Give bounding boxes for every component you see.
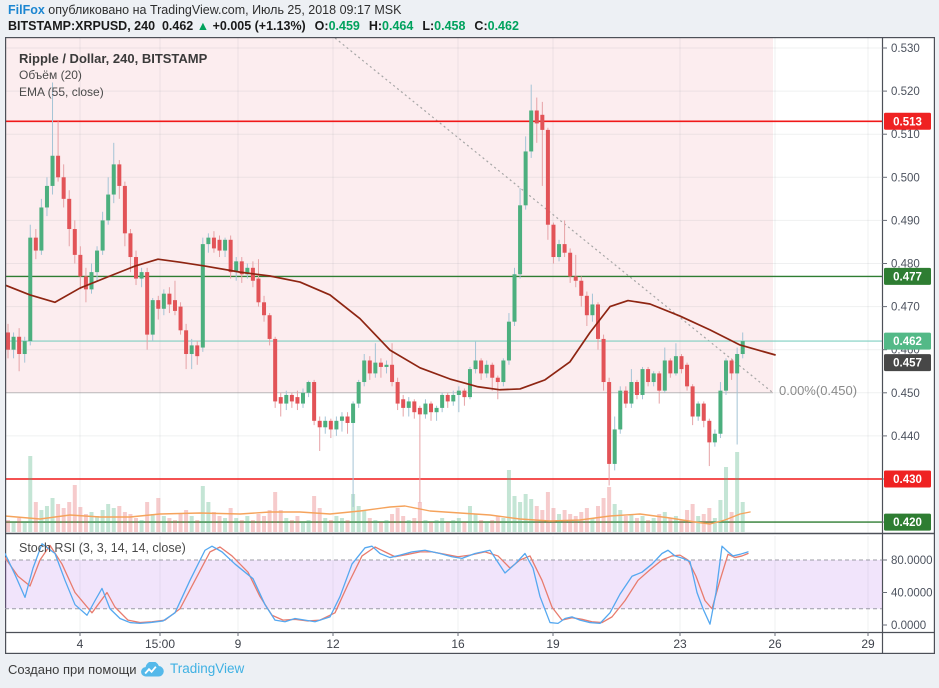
publish-caption: FilFox опубликовано на TradingView.com, … (8, 3, 401, 17)
svg-text:0.430: 0.430 (893, 474, 922, 486)
price-tick: 0.530 (891, 43, 920, 55)
stoch-tick: 40.0000 (891, 588, 933, 600)
symbol-status-line: BITSTAMP:XRPUSD, 240 0.462 ▲ +0.005 (+1.… (8, 19, 526, 33)
price-badge (884, 267, 931, 285)
last-price: 0.462 (161, 19, 194, 33)
price-change: +0.005 (+1.13%) (212, 19, 306, 33)
time-tick: 4 (77, 637, 84, 651)
high-label: H: (368, 19, 383, 33)
time-axis[interactable]: 4 15:00 9 12 16 19 23 26 29 (77, 632, 875, 651)
symbol-name[interactable]: BITSTAMP:XRPUSD, 240 (8, 19, 156, 33)
level-lines[interactable] (5, 120, 882, 523)
tradingview-brand-link[interactable]: TradingView (170, 661, 245, 676)
time-tick: 23 (673, 637, 687, 651)
close-value: 0.462 (487, 19, 519, 33)
volume-series (6, 452, 745, 532)
time-tick: 9 (235, 637, 242, 651)
price-tick: 0.480 (891, 259, 920, 271)
price-tick: 0.470 (891, 302, 920, 314)
low-label: L: (422, 19, 435, 33)
fib-diagonal-trendline[interactable] (334, 37, 773, 393)
price-badge (884, 332, 931, 350)
price-tick: 0.490 (891, 215, 920, 227)
change-arrow-icon: ▲ (196, 19, 210, 33)
price-tick: 0.520 (891, 86, 920, 98)
stoch-d-line (4, 544, 749, 624)
footer-bar: Создано при помощи TradingView (0, 654, 939, 688)
low-value: 0.458 (434, 19, 466, 33)
fib-zone (5, 38, 773, 394)
svg-text:0.457: 0.457 (893, 358, 922, 370)
stoch-tick: 80.0000 (891, 555, 933, 567)
author-link[interactable]: FilFox (8, 3, 45, 17)
stoch-tick: 0.0000 (891, 620, 926, 632)
close-label: C: (474, 19, 488, 33)
time-tick: 26 (768, 637, 782, 651)
stoch-rsi-pane (5, 559, 882, 610)
stoch-k-line (4, 543, 749, 625)
price-badge (884, 354, 931, 372)
open-value: 0.459 (328, 19, 360, 33)
price-badge (884, 112, 931, 130)
price-tick: 0.440 (891, 431, 920, 443)
price-tick: 0.510 (891, 129, 920, 141)
chart-frame: 0.530 0.520 0.510 0.500 0.490 0.480 0.470 0.460… (4, 37, 935, 654)
volume-ma-line (4, 505, 751, 525)
candlestick-series (6, 82, 745, 508)
time-tick: 15:00 (145, 637, 175, 651)
svg-text:0.477: 0.477 (893, 271, 922, 283)
time-tick: 19 (546, 637, 560, 651)
publish-text: опубликовано на TradingView.com, Июль 25… (44, 3, 402, 17)
svg-text:0.462: 0.462 (893, 336, 922, 348)
price-badge (884, 470, 931, 488)
time-tick: 12 (326, 637, 340, 651)
footer-caption: Создано при помощи (8, 662, 137, 677)
price-tick: 0.450 (891, 388, 920, 400)
price-badges: 0.513 0.477 0.462 0.457 0.430 0.420 (884, 112, 931, 531)
price-tick: 0.500 (891, 172, 920, 184)
time-tick: 29 (861, 637, 875, 651)
ema-line (4, 258, 776, 391)
chart-canvas[interactable]: 0.5300.5200.5100.5000.4900.4800.4700.460… (4, 37, 935, 654)
high-value: 0.464 (382, 19, 414, 33)
stoch-axis[interactable]: 80.0000 40.0000 0.0000 (882, 555, 933, 632)
svg-text:0.420: 0.420 (893, 517, 922, 529)
tradingview-logo-icon (141, 662, 164, 677)
time-tick: 16 (451, 637, 465, 651)
open-label: O: (314, 19, 329, 33)
price-badge (884, 513, 931, 531)
svg-text:0.513: 0.513 (893, 116, 922, 128)
